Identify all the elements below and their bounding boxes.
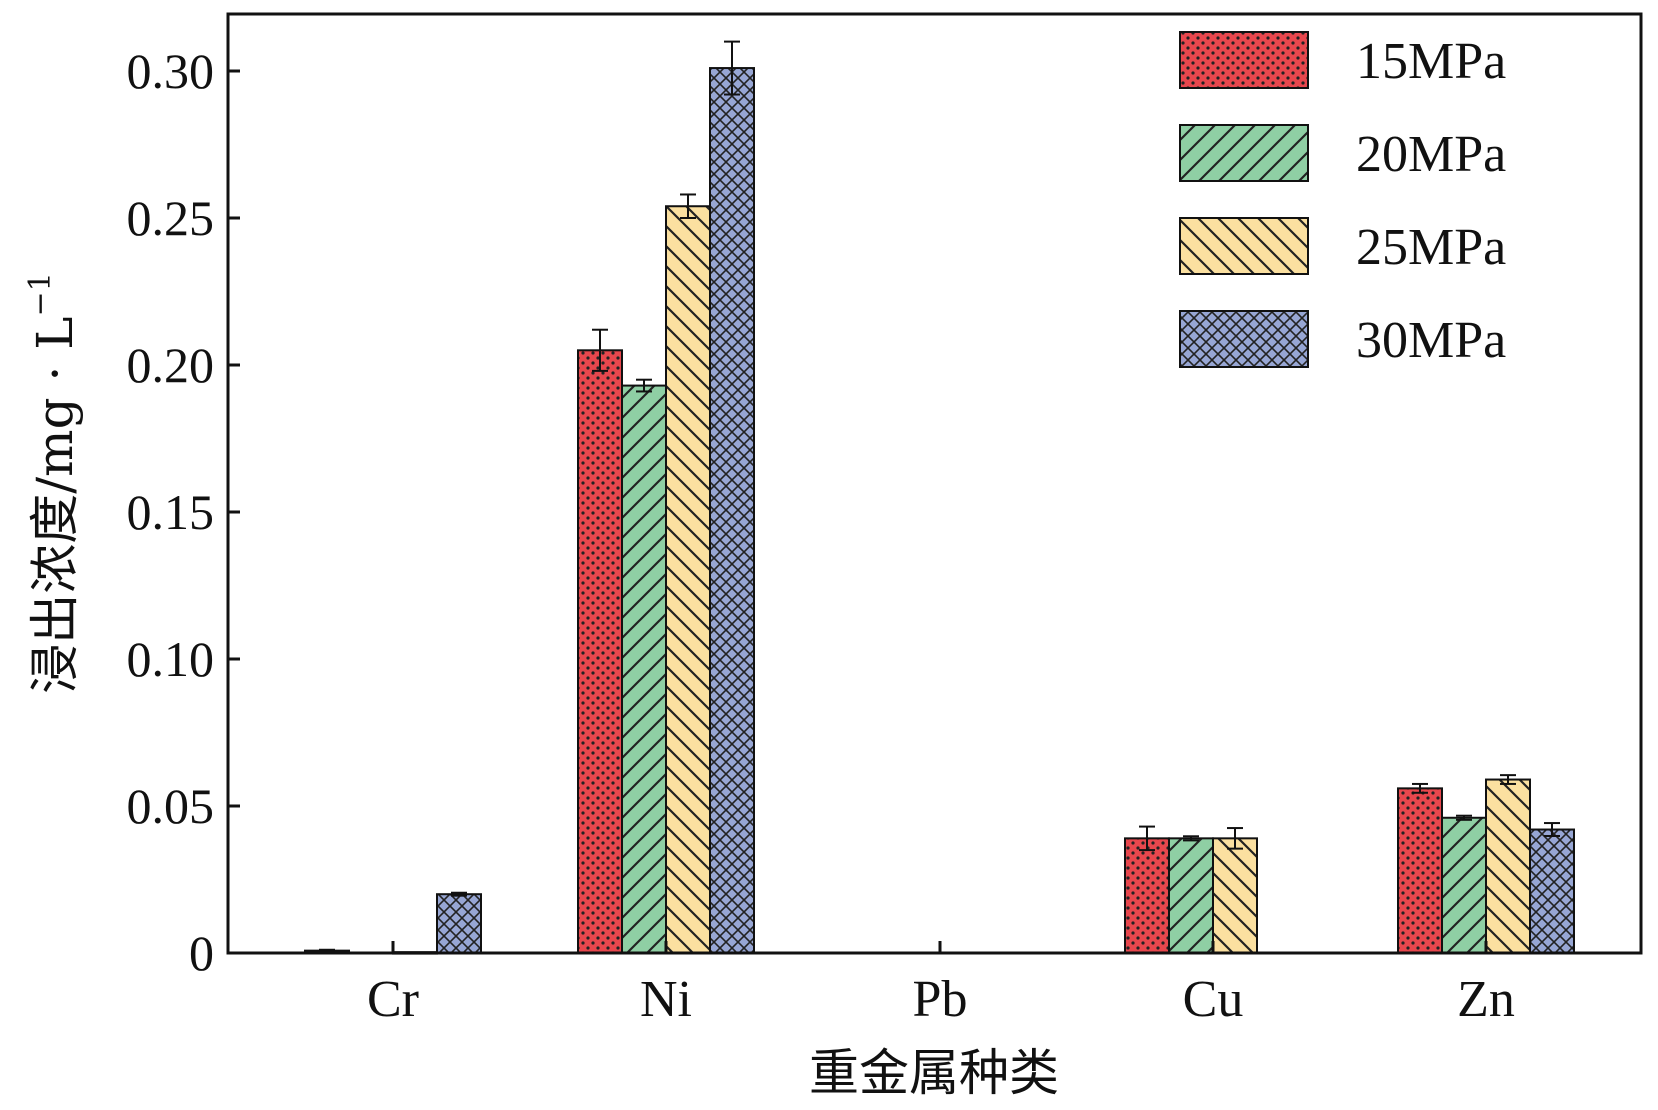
plot-frame xyxy=(226,12,1643,955)
error-bar-zn-15mpa xyxy=(1412,782,1428,794)
error-bar-cr-30mpa xyxy=(451,891,467,897)
y-axis-title-superscript: −1 xyxy=(23,272,58,316)
bar-zn-15mpa xyxy=(1397,787,1443,954)
x-axis-title: 重金属种类 xyxy=(809,1044,1059,1102)
error-bar-ni-20mpa xyxy=(636,378,652,393)
bar-cu-25mpa xyxy=(1212,837,1258,955)
legend: 15MPa 20MPa 25MPa 30MPa xyxy=(1179,31,1506,369)
error-bar-zn-25mpa xyxy=(1500,774,1516,785)
legend-swatch xyxy=(1179,310,1309,368)
bar-ni-20mpa xyxy=(621,384,667,954)
y-axis-ticks: 0 0.05 0.10 0.15 0.20 0.25 0.30 xyxy=(127,43,240,981)
error-bar-cu-25mpa xyxy=(1227,827,1243,850)
legend-swatch xyxy=(1179,217,1309,275)
bar-ni-15mpa xyxy=(577,349,623,954)
x-tick-label-cu: Cu xyxy=(1183,971,1244,1028)
error-bar-zn-20mpa xyxy=(1456,814,1472,821)
error-bar-ni-25mpa xyxy=(680,193,696,219)
bar-zn-20mpa xyxy=(1441,816,1487,955)
bar-cr-30mpa xyxy=(436,893,482,955)
bar-zn-30mpa xyxy=(1529,828,1575,955)
x-tick-label-cr: Cr xyxy=(367,971,419,1028)
x-tick-label-zn: Zn xyxy=(1457,971,1515,1028)
error-bar-ni-30mpa xyxy=(724,40,740,96)
legend-label: 15MPa xyxy=(1356,33,1506,90)
y-tick-label: 0.05 xyxy=(127,778,215,834)
x-tick-label-ni: Ni xyxy=(640,971,692,1028)
legend-swatch xyxy=(1179,124,1309,182)
bar-ni-30mpa xyxy=(709,67,755,954)
y-tick-label: 0 xyxy=(189,925,214,981)
legend-item-15mpa: 15MPa xyxy=(1179,31,1506,90)
bar-cu-15mpa xyxy=(1124,837,1170,955)
legend-swatch xyxy=(1179,31,1309,89)
y-tick-label: 0.30 xyxy=(127,43,215,99)
legend-label: 20MPa xyxy=(1356,126,1506,183)
x-tick-label-pb: Pb xyxy=(913,971,968,1028)
y-tick-label: 0.25 xyxy=(127,190,215,246)
y-tick-label: 0.15 xyxy=(127,484,215,540)
error-bar-cu-15mpa xyxy=(1139,825,1155,852)
legend-label: 30MPa xyxy=(1356,312,1506,369)
y-tick-label: 0.10 xyxy=(127,631,215,687)
legend-item-25mpa: 25MPa xyxy=(1179,217,1506,276)
error-bar-zn-30mpa xyxy=(1544,822,1560,837)
x-axis-ticks: Cr Ni Pb Cu Zn xyxy=(367,941,1515,1028)
y-axis-title-main: 浸出浓度/mg · L xyxy=(26,317,84,694)
bar-zn-25mpa xyxy=(1485,778,1531,954)
bars xyxy=(304,67,1575,955)
error-bars xyxy=(319,40,1560,953)
error-bar-cr-15mpa xyxy=(319,948,335,953)
error-bar-cu-20mpa xyxy=(1183,835,1199,842)
y-axis-title: 浸出浓度/mg · L−1 xyxy=(23,272,84,693)
legend-item-20mpa: 20MPa xyxy=(1179,124,1506,183)
y-tick-label: 0.20 xyxy=(127,337,215,393)
legend-item-30mpa: 30MPa xyxy=(1179,310,1506,369)
legend-label: 25MPa xyxy=(1356,219,1506,276)
bar-cu-20mpa xyxy=(1168,837,1214,955)
error-bar-ni-15mpa xyxy=(592,328,608,372)
bar-ni-25mpa xyxy=(665,205,711,955)
